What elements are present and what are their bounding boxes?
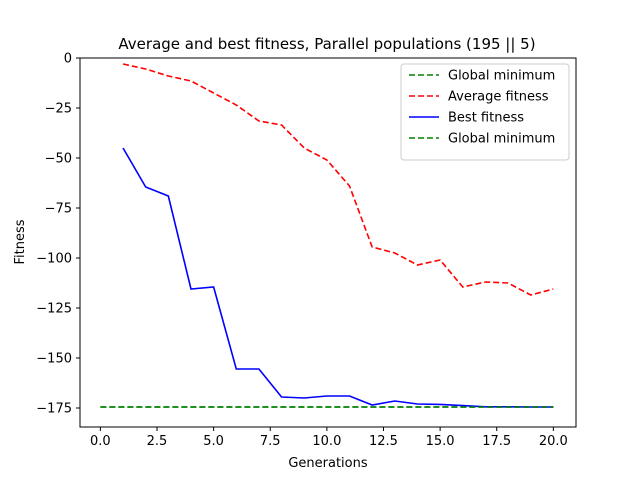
y-axis-label: Fitness [13,219,28,264]
x-axis: 0.0 2.5 5.0 7.5 10.0 12.5 15.0 17.5 20.0 [90,427,568,449]
y-tick-label: −175 [36,402,72,417]
y-tick-label: −25 [45,102,72,117]
y-axis: 0 −25 −50 −75 −100 −125 −150 −175 [36,52,80,417]
y-tick-label: −125 [36,302,72,317]
legend-label: Global minimum [448,132,555,147]
x-tick-label: 20.0 [539,434,568,449]
y-tick-label: 0 [64,52,72,67]
y-tick-label: −150 [36,352,72,367]
x-tick-label: 2.5 [147,434,168,449]
x-tick-label: 12.5 [369,434,398,449]
x-axis-label: Generations [288,456,368,471]
x-tick-label: 0.0 [90,434,111,449]
y-tick-label: −75 [45,202,72,217]
x-tick-label: 17.5 [482,434,511,449]
series-line-best-fitness-2 [122,147,554,408]
x-tick-label: 7.5 [260,434,281,449]
chart-title: Average and best fitness, Parallel popul… [118,35,535,53]
series-line-average-fitness-1 [122,63,554,296]
plot-lines [100,63,554,408]
legend-box [400,63,570,161]
y-tick-label: −100 [36,252,72,267]
x-tick-label: 5.0 [203,434,224,449]
plot-frame [79,57,577,428]
y-tick-label: −50 [45,152,72,167]
x-tick-label: 15.0 [426,434,455,449]
legend-label: Global minimum [448,69,555,84]
legend: Global minimum Average fitness Best fitnes… [400,63,570,161]
legend-label: Best fitness [448,111,524,126]
legend-label: Average fitness [448,90,549,105]
x-tick-label: 10.0 [312,434,341,449]
